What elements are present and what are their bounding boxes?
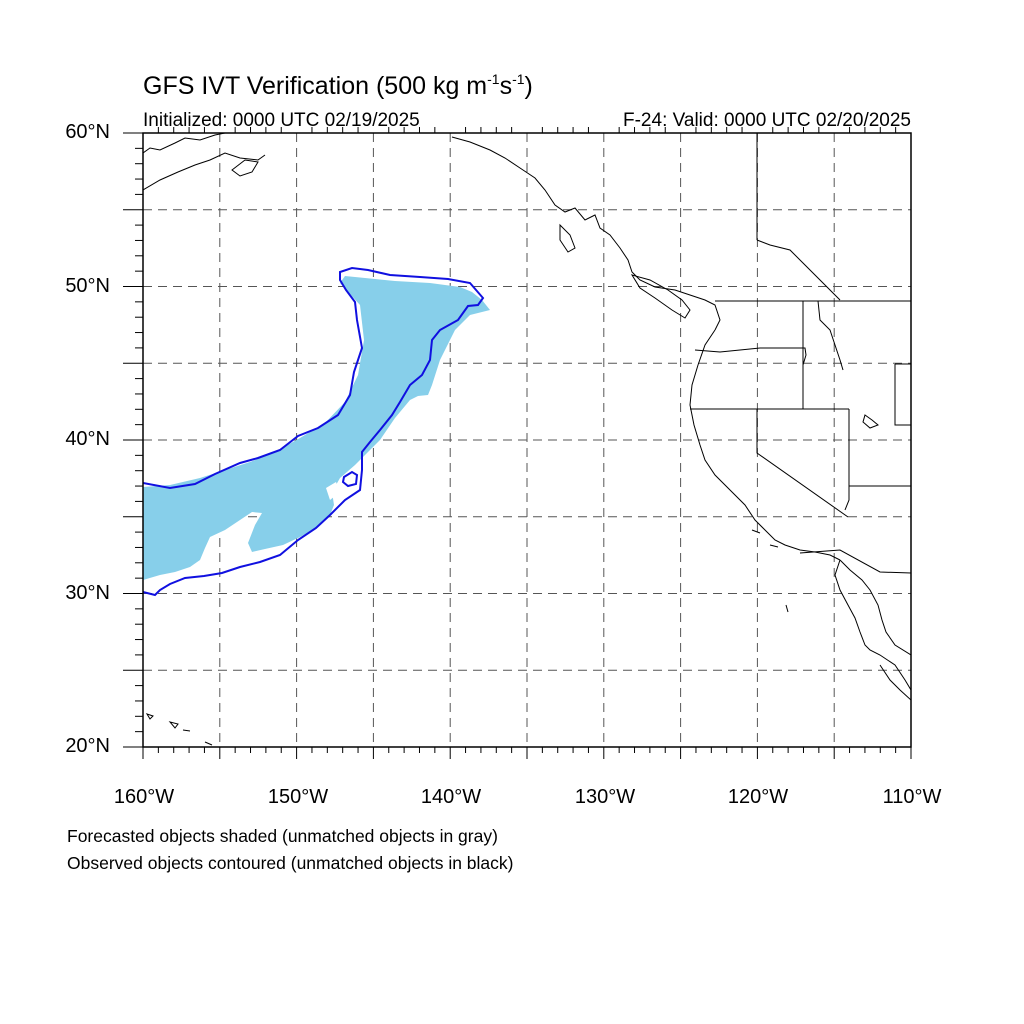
lon-label-160w: 160°W [113,786,175,808]
alaska-peninsula-coast [143,152,266,191]
west-coast-usa [689,329,841,561]
wyoming-box [894,363,911,426]
observed-ivt-small-contour [341,470,359,488]
haida-gwaii [559,223,576,253]
forecast-ivt-hole [326,482,340,500]
hawaii-islands [145,713,213,746]
valid-time: F-24: Valid: 0000 UTC 02/20/2025 [623,110,911,131]
lon-label-110w: 110°W [882,786,942,808]
guadalupe-island [785,604,789,613]
lon-label-120w: 120°W [727,786,789,808]
lat-label-30n: 30°N [65,582,110,604]
forecast-ivt-object [143,276,490,580]
channel-islands [751,529,779,548]
baja-california [834,559,911,691]
vancouver-island [630,274,691,319]
lat-label-20n: 20°N [65,735,110,757]
observed-ivt-contour [143,266,485,597]
gulf-of-california-coast [839,559,911,656]
mexico-mainland-coast [879,664,911,701]
kodiak-island [231,159,259,177]
legend-note-observed: Observed objects contoured (unmatched ob… [67,853,514,873]
idaho-border [802,300,844,409]
gulf-of-alaska-coast [451,136,721,331]
us-mexico-border [799,549,911,574]
legend-note-forecast: Forecasted objects shaded (unmatched obj… [67,826,498,846]
figure-title: GFS IVT Verification (500 kg m-1s-1) [143,71,533,100]
alaska-canada-border [756,133,841,301]
lat-label-50n: 50°N [65,275,110,297]
nevada-utah-border [844,409,850,511]
washington-oregon-border [694,347,807,409]
lon-label-140w: 140°W [420,786,482,808]
great-salt-lake [862,414,879,429]
coastlines-and-borders [143,133,911,746]
graticule-grid [143,133,911,747]
alaska-coast [143,133,226,154]
axis-ticks [123,127,912,759]
california-nevada-border [756,409,849,518]
lat-label-40n: 40°N [65,428,110,450]
lon-label-150w: 150°W [267,786,329,808]
lat-label-60n: 60°N [65,121,110,143]
initialized-time: Initialized: 0000 UTC 02/19/2025 [143,110,420,131]
lon-label-130w: 130°W [574,786,636,808]
